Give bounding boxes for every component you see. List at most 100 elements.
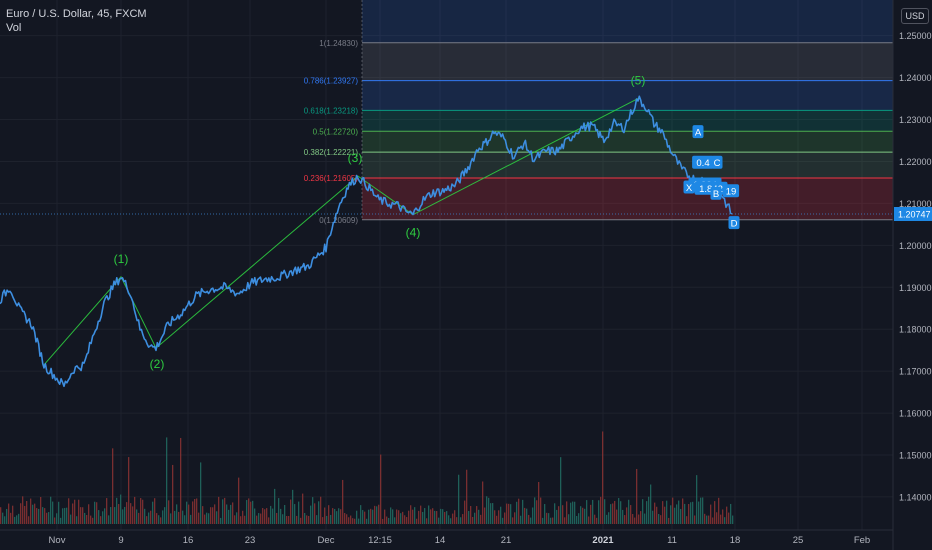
- volume-bar: [568, 514, 570, 524]
- volume-bar: [590, 504, 592, 524]
- price-tick-label: 1.22000: [899, 157, 932, 167]
- volume-bar: [308, 515, 310, 524]
- volume-bar: [526, 508, 528, 524]
- volume-bar: [330, 514, 332, 524]
- volume-bar: [90, 515, 92, 524]
- volume-bar: [274, 488, 276, 524]
- price-axis-bg: [893, 0, 932, 550]
- volume-bar: [546, 512, 548, 524]
- volume-bar: [576, 515, 578, 524]
- volume-bar: [632, 514, 634, 524]
- volume-bar: [486, 496, 488, 524]
- volume-bar: [726, 506, 728, 524]
- volume-bar: [374, 505, 376, 524]
- elliott-wave-lines[interactable]: [43, 98, 639, 366]
- harmonic-pattern-labels[interactable]: A0.4C1.334X1.84219BD: [683, 125, 740, 230]
- harmonic-label: A: [695, 128, 702, 139]
- volume-bar: [422, 511, 424, 524]
- volume-bar: [386, 516, 388, 524]
- volume-bar: [104, 508, 106, 524]
- volume-bar: [310, 505, 312, 524]
- volume-bar: [132, 506, 134, 524]
- volume-bar: [412, 509, 414, 524]
- volume-bar: [340, 509, 342, 524]
- volume-bar: [6, 508, 8, 524]
- volume-bar: [294, 504, 296, 524]
- volume-indicator-label[interactable]: Vol: [6, 22, 22, 34]
- time-axis[interactable]: Nov 9 16 23 Dec 12:15 14 21 2021 11 18 25 Feb: [0, 529, 893, 546]
- volume-bar: [4, 516, 6, 524]
- time-tick-label: 21: [501, 535, 512, 546]
- volume-bar: [708, 515, 710, 524]
- volume-bar: [514, 512, 516, 524]
- volume-bar: [672, 497, 674, 524]
- volume-bar: [222, 499, 224, 524]
- volume-bar: [292, 489, 294, 524]
- volume-bar: [186, 501, 188, 524]
- current-price-tag: [894, 206, 932, 221]
- volume-bar: [636, 468, 638, 524]
- price-axis[interactable]: 1.25000 1.24000 1.23000 1.22000 1.21000 1.200…: [892, 0, 932, 550]
- volume-bar: [598, 500, 600, 524]
- harmonic-label: X: [686, 183, 693, 194]
- fib-level-label: 0.5(1.22720): [313, 127, 359, 136]
- harmonic-label: 19: [726, 187, 737, 198]
- symbol-title[interactable]: Euro / U.S. Dollar, 45, FXCM: [6, 8, 147, 20]
- volume-bar: [18, 513, 20, 524]
- volume-bar: [256, 515, 258, 524]
- volume-bar: [88, 504, 90, 524]
- volume-bar: [190, 514, 192, 524]
- volume-bar: [612, 503, 614, 524]
- harmonic-badge: [728, 216, 740, 230]
- volume-bar: [30, 498, 32, 524]
- volume-bar: [188, 504, 190, 524]
- volume-bar: [552, 517, 554, 524]
- volume-bar: [462, 514, 464, 524]
- fib-zone: [362, 152, 893, 179]
- volume-bar: [706, 515, 708, 524]
- price-line: [0, 95, 893, 388]
- volume-bar: [250, 501, 252, 524]
- volume-bar: [356, 510, 358, 524]
- volume-bar: [418, 510, 420, 524]
- time-tick-label: Feb: [854, 535, 870, 546]
- volume-bar: [442, 509, 444, 524]
- volume-bar: [448, 515, 450, 524]
- volume-bar: [596, 517, 598, 524]
- volume-bar: [288, 516, 290, 524]
- volume-bar: [564, 517, 566, 524]
- volume-bar: [490, 503, 492, 524]
- volume-bar: [166, 437, 168, 524]
- volume-bar: [150, 510, 152, 524]
- volume-bar: [40, 496, 42, 524]
- volume-bar: [64, 507, 66, 524]
- volume-bar: [650, 484, 652, 524]
- volume-bar: [194, 498, 196, 524]
- volume-bar: [642, 499, 644, 524]
- volume-bar: [184, 515, 186, 524]
- wave-label: (2): [150, 357, 165, 371]
- volume-bar: [532, 507, 534, 524]
- volume-bar: [220, 517, 222, 524]
- time-tick-label: 16: [183, 535, 194, 546]
- time-tick-label: 18: [730, 535, 741, 546]
- volume-bar: [488, 497, 490, 524]
- volume-bar: [10, 512, 12, 524]
- fibonacci-retracement[interactable]: 1(1.24830) 0.786(1.23927) 0.618(1.23218) 0.…: [304, 0, 893, 225]
- volume-bar: [492, 503, 494, 524]
- volume-bar: [326, 515, 328, 524]
- volume-bar: [112, 448, 114, 524]
- currency-button[interactable]: USD: [901, 8, 929, 24]
- volume-bar: [124, 506, 126, 524]
- harmonic-label: C: [714, 158, 721, 169]
- volume-bar: [592, 499, 594, 524]
- volume-bar: [36, 508, 38, 524]
- volume-bar: [624, 515, 626, 524]
- volume-bar: [74, 499, 76, 524]
- volume-bar: [368, 509, 370, 524]
- volume-bar: [230, 504, 232, 524]
- volume-bar: [208, 513, 210, 524]
- volume-bar: [690, 502, 692, 524]
- volume-bar: [694, 515, 696, 524]
